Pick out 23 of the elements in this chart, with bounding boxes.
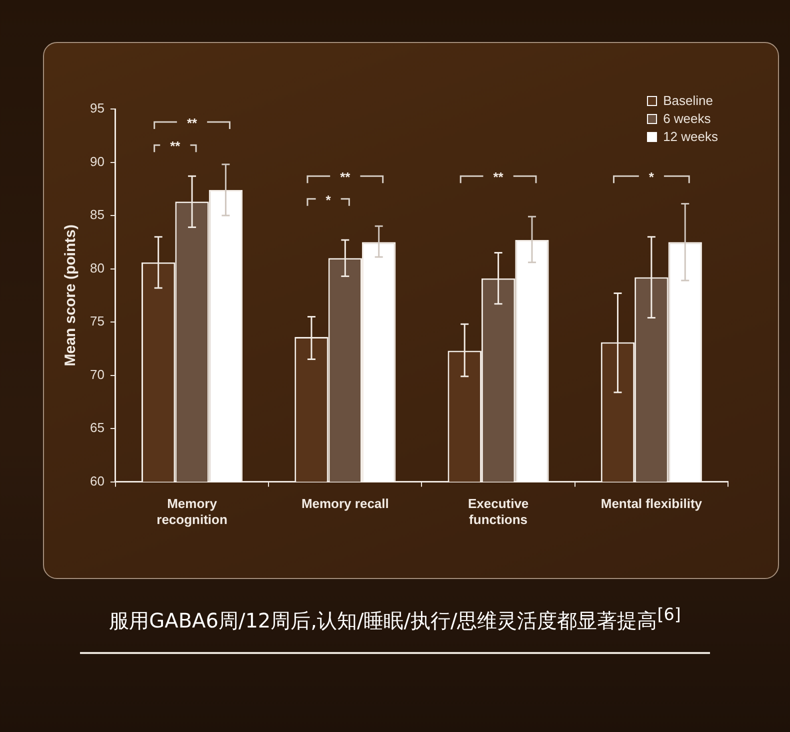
text: 服用GABA6周/12周后,认知/睡眠/执行/思维灵活度都显著提高$^{[6]}$	[108, 605, 682, 635]
annotation: **	[170, 138, 182, 154]
annotation: **	[340, 170, 352, 185]
x-tick-label: Mental flexibility	[600, 496, 703, 512]
annotation: *	[326, 192, 332, 208]
x-tick-label: Memory recognition	[156, 496, 228, 527]
y-tick-label: 65	[90, 420, 104, 436]
y-tick-label: 70	[90, 366, 104, 382]
annotation: **	[493, 170, 504, 185]
y-tick-label: 60	[90, 473, 104, 488]
y-tick-label: 75	[90, 314, 104, 329]
legend-label: 12 weeks	[663, 129, 718, 144]
x-tick-label: Memory recall	[301, 496, 389, 512]
y-axis-title: Mean score (points)	[62, 224, 80, 366]
y-tick-label: 95	[90, 100, 104, 116]
y-tick-label: 80	[90, 260, 104, 276]
annotation: *	[648, 170, 655, 185]
x-tick-label: Executive functions	[468, 496, 529, 527]
y-tick-label: 85	[90, 207, 104, 222]
y-tick-label: 90	[90, 154, 104, 169]
legend-label: 6 weeks	[663, 111, 711, 126]
legend-label: Baseline	[663, 93, 713, 108]
annotation: **	[186, 116, 198, 131]
